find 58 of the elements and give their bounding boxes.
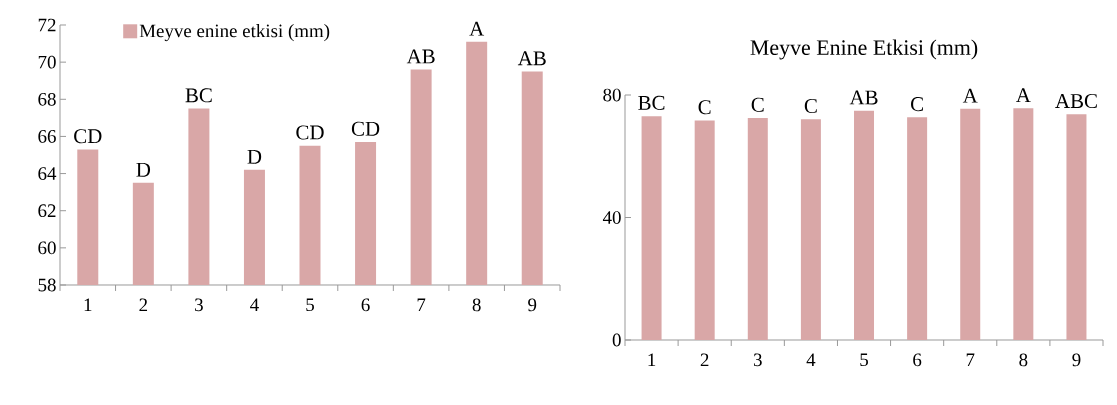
x-tick-label: 4 — [806, 353, 816, 366]
bar — [1066, 114, 1087, 340]
y-tick-label: 66 — [38, 130, 56, 143]
annotation: AB — [849, 90, 878, 105]
annotation: A — [962, 88, 978, 103]
annotation: BC — [638, 95, 665, 110]
x-tick-label: 3 — [195, 298, 203, 312]
annotation: BC — [185, 88, 212, 103]
x-tick-label: 8 — [1019, 353, 1028, 367]
y-tick-label: 58 — [38, 278, 56, 292]
x-tick-label: 9 — [528, 298, 537, 312]
annotation: D — [136, 162, 151, 177]
annotation: AB — [406, 49, 435, 64]
x-tick-label: 4 — [250, 298, 259, 311]
bar — [854, 110, 875, 340]
x-tick-label: 5 — [860, 353, 868, 367]
y-tick-label: 0 — [612, 333, 621, 347]
x-tick-label: 9 — [1072, 353, 1081, 367]
x-tick-label: 3 — [753, 353, 762, 367]
annotation: CD — [351, 121, 380, 136]
x-tick-label: 6 — [913, 353, 922, 367]
bar — [694, 120, 715, 340]
annotation: CD — [296, 125, 324, 140]
y-tick-label: 40 — [602, 211, 621, 224]
legend-label: Meyve enine etkisi (mm) — [139, 23, 330, 42]
annotation: A — [469, 21, 485, 36]
x-tick-label: 1 — [84, 298, 92, 312]
y-tick-label: 60 — [38, 241, 56, 255]
annotation: AB — [517, 51, 546, 66]
bar — [747, 117, 768, 340]
x-tick-label: 8 — [472, 298, 481, 312]
bar — [641, 116, 662, 340]
y-tick-label: 64 — [38, 167, 57, 180]
x-tick-label: 7 — [417, 298, 426, 311]
x-tick-label: 6 — [361, 298, 370, 312]
annotation: C — [804, 98, 817, 113]
bar — [1013, 108, 1034, 340]
y-tick-label: 70 — [38, 55, 56, 69]
y-tick-label: 62 — [38, 204, 56, 218]
y-tick-label: 68 — [38, 92, 56, 106]
y-tick-label: 72 — [38, 18, 56, 32]
annotation: A — [1015, 88, 1031, 102]
x-tick-label: 1 — [648, 353, 656, 367]
annotation: ABC — [1055, 94, 1097, 109]
chart-title: Meyve Enine Etkisi (mm) — [750, 39, 978, 60]
x-tick-label: 2 — [139, 298, 148, 312]
y-tick-label: 80 — [603, 88, 621, 102]
bar — [907, 117, 928, 340]
annotation: D — [247, 149, 262, 164]
annotation: CD — [74, 129, 102, 144]
x-tick-label: 5 — [306, 298, 314, 312]
annotation: C — [751, 97, 764, 112]
bar — [800, 119, 821, 340]
x-tick-label: 7 — [966, 353, 975, 366]
x-tick-label: 2 — [700, 353, 709, 367]
bar — [960, 108, 981, 340]
annotation: C — [911, 97, 923, 112]
annotation: C — [698, 100, 711, 115]
